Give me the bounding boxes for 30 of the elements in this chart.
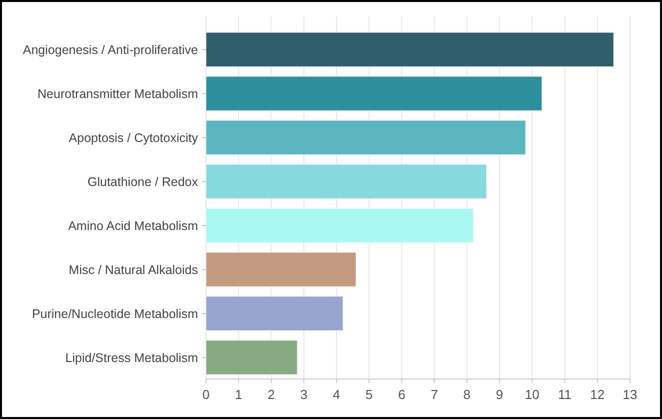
- y-tick-label: Misc / Natural Alkaloids: [68, 262, 198, 277]
- bar: [206, 340, 298, 376]
- bar: [206, 208, 474, 244]
- x-tick-label: 13: [622, 387, 638, 402]
- x-tick-label: 4: [332, 387, 340, 402]
- x-tick-label: 12: [590, 387, 605, 402]
- x-tick-label: 10: [524, 387, 540, 402]
- x-tick-label: 8: [463, 387, 471, 402]
- bar: [206, 32, 614, 68]
- y-tick-label: Neurotransmitter Metabolism: [38, 86, 198, 101]
- bar: [206, 296, 344, 332]
- x-tick-label: 5: [365, 387, 373, 402]
- y-tick-label: Amino Acid Metabolism: [68, 218, 198, 233]
- y-tick-label: Angiogenesis / Anti-proliferative: [22, 42, 198, 57]
- x-tick-label: 3: [300, 387, 308, 402]
- x-tick-label: 6: [398, 387, 406, 402]
- y-tick-label: Lipid/Stress Metabolism: [65, 350, 198, 365]
- x-tick-label: 1: [235, 387, 242, 402]
- x-tick-label: 0: [202, 387, 210, 402]
- x-tick-label: 11: [558, 387, 572, 402]
- x-tick-label: 9: [496, 387, 504, 402]
- bar: [206, 164, 487, 200]
- y-tick-label: Glutathione / Redox: [88, 174, 199, 189]
- bar: [206, 76, 542, 112]
- y-tick-label: Apoptosis / Cytotoxicity: [68, 130, 199, 145]
- x-tick-label: 2: [268, 387, 275, 402]
- x-tick-label: 7: [430, 387, 438, 402]
- y-tick-label: Purine/Nucleotide Metabolism: [32, 306, 198, 321]
- bar: [206, 120, 526, 156]
- bar: [206, 252, 357, 288]
